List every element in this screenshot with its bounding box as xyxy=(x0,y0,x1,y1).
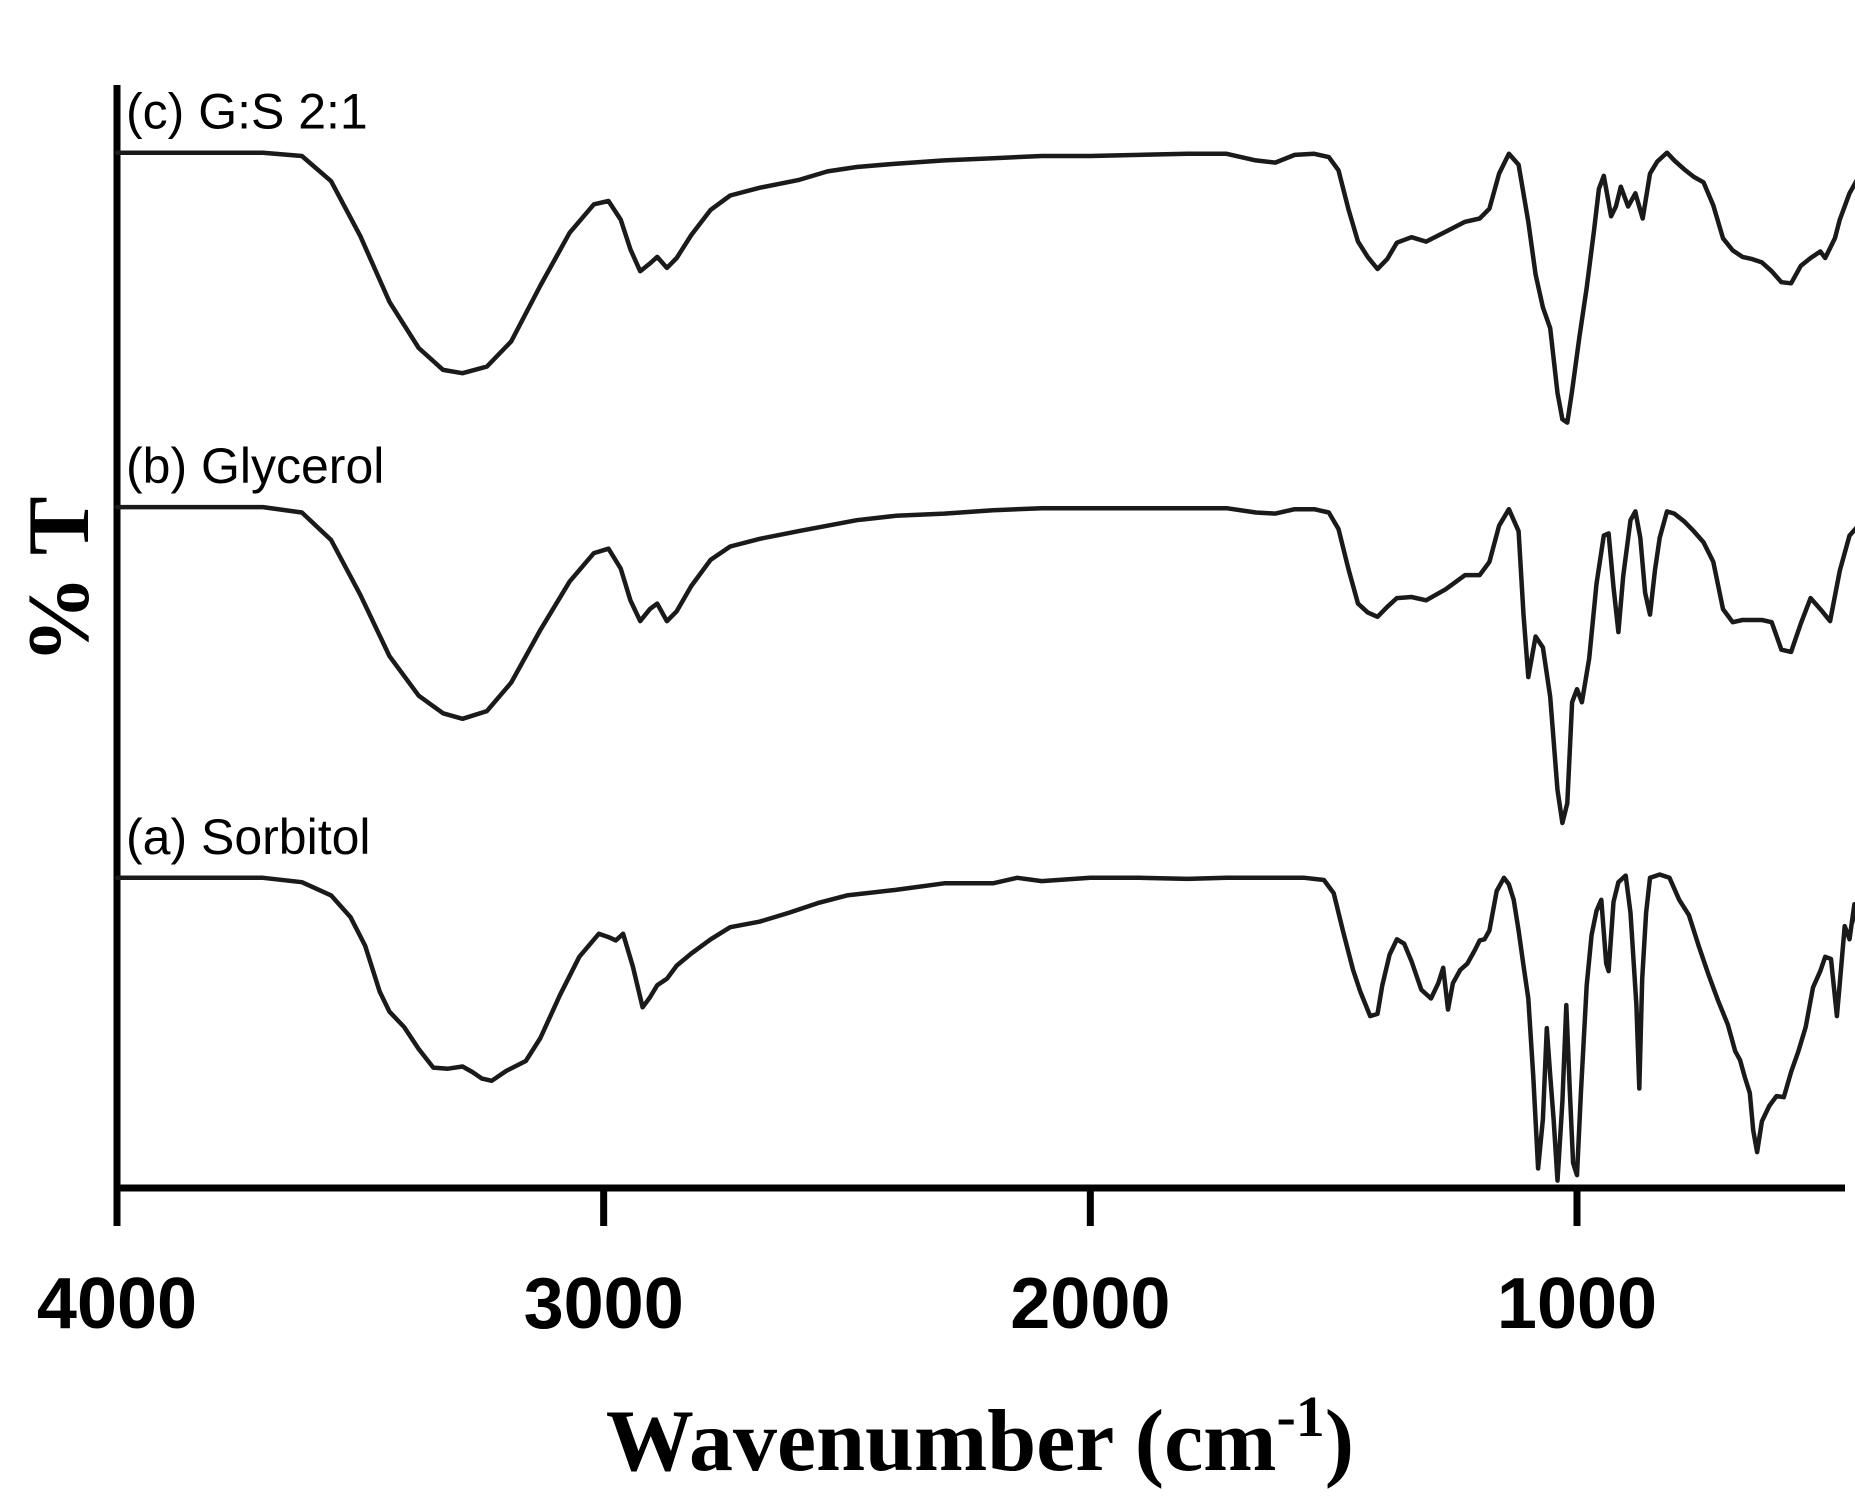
x-axis-title-main: Wavenumber (cm xyxy=(606,1393,1277,1490)
series-line-c-g-s-2-1 xyxy=(114,150,1855,425)
x-tick-label-3000: 3000 xyxy=(524,1264,684,1344)
x-ticks: 4000 3000 2000 1000 xyxy=(37,1188,1657,1344)
series-label-a-sorbitol: (a) Sorbitol xyxy=(126,809,371,865)
series-label-b-glycerol: (b) Glycerol xyxy=(126,438,384,494)
x-tick-label-1000: 1000 xyxy=(1497,1264,1657,1344)
traces-layer xyxy=(114,150,1855,1183)
x-tick-label-2000: 2000 xyxy=(1010,1264,1170,1344)
axes-layer: 4000 3000 2000 1000 xyxy=(37,85,1845,1344)
series-line-a-sorbitol xyxy=(114,872,1855,1183)
x-axis-title: Wavenumber (cm-1) xyxy=(606,1384,1354,1490)
x-axis-title-suffix: ) xyxy=(1325,1393,1354,1490)
y-axis-title: % T xyxy=(11,496,108,663)
x-axis-title-superscript: -1 xyxy=(1276,1384,1324,1449)
labels-layer: (c) G:S 2:1 (b) Glycerol (a) Sorbitol xyxy=(126,84,384,865)
series-label-c-g-s-2-1: (c) G:S 2:1 xyxy=(126,84,368,140)
series-line-b-glycerol xyxy=(114,504,1855,826)
x-tick-label-4000: 4000 xyxy=(37,1264,197,1344)
